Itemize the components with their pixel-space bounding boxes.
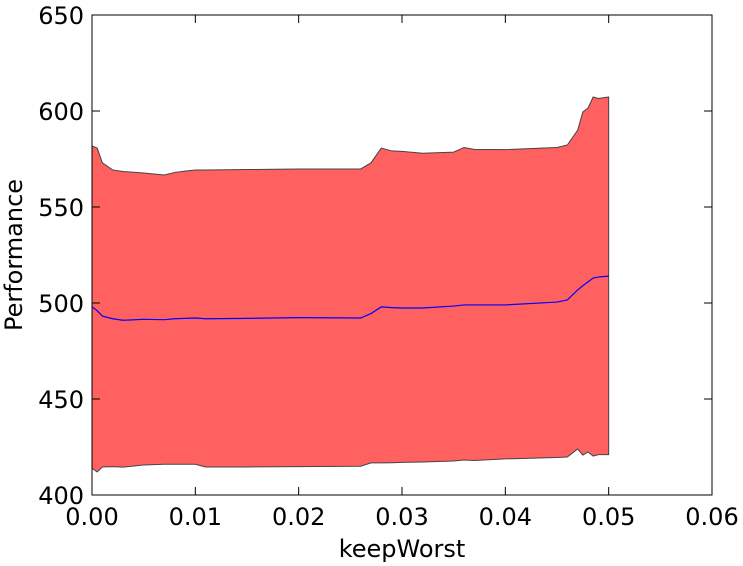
y-tick-label: 500 [38, 290, 84, 318]
y-tick-label: 450 [38, 386, 84, 414]
y-tick-label: 550 [38, 194, 84, 222]
y-axis-label: Performance [0, 179, 28, 331]
x-tick-label: 0.06 [685, 503, 738, 531]
x-tick-label: 0.05 [582, 503, 635, 531]
x-tick-label: 0.02 [272, 503, 325, 531]
line-series [91, 275, 609, 321]
y-tick-label: 650 [38, 2, 84, 30]
x-axis-label: keepWorst [339, 535, 466, 563]
band-area [91, 96, 610, 473]
y-tick-label: 600 [38, 98, 84, 126]
y-tick-label: 400 [38, 482, 84, 510]
x-tick-label: 0.01 [169, 503, 222, 531]
x-tick-label: 0.04 [479, 503, 532, 531]
x-tick-label: 0.00 [65, 503, 118, 531]
x-tick-label: 0.03 [375, 503, 428, 531]
